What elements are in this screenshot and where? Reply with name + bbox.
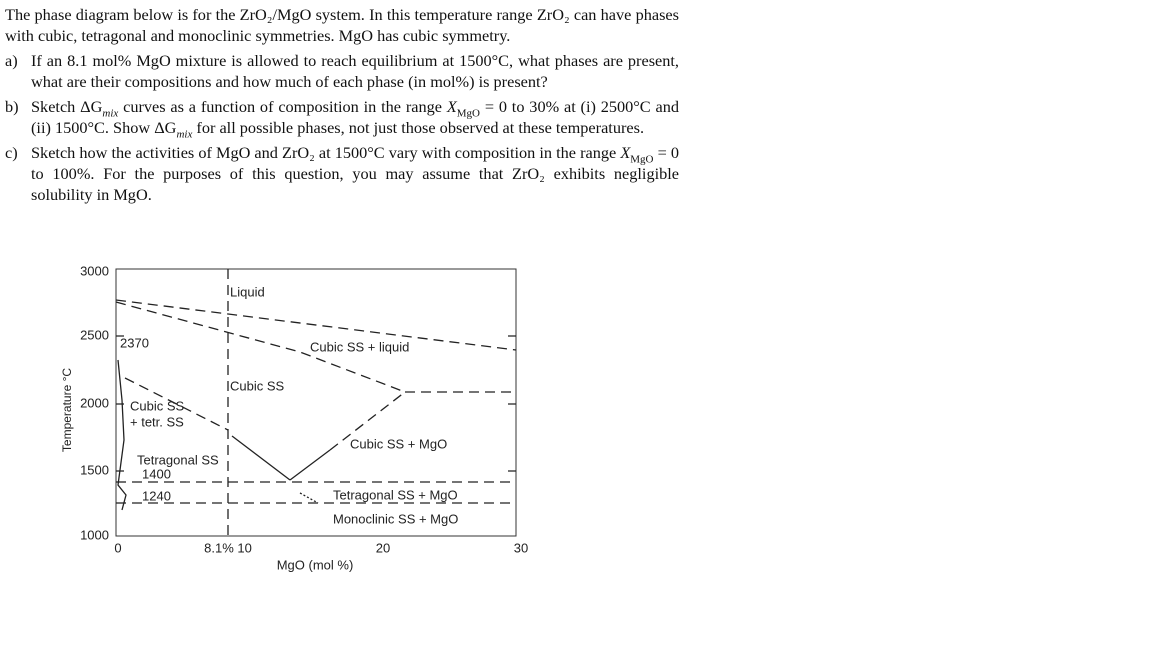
region-label: Monoclinic SS + MgO [333,511,458,526]
subscript: mix [102,107,119,120]
region-label: Cubic SS + MgO [350,436,447,451]
x-tick-label: 8.1% 10 [204,540,252,555]
part-text: Sketch ΔG [31,97,103,116]
region-label: Cubic SS + liquid [310,339,409,354]
region-label: Tetragonal SS + MgO [333,487,458,502]
part-text: Sketch how the activities of MgO and ZrO… [31,143,621,162]
part-text: = 0 to 30% at (i) 2500°C and (ii) 1500°C… [31,97,679,137]
boundary [289,449,331,481]
boundary [124,377,229,431]
boundary [117,359,127,511]
y-tick-label: 2000 [80,395,109,410]
y-tick-label: 1500 [80,462,109,477]
part-label: a) [5,51,18,70]
subscript: MgO [630,153,654,166]
tick-marks [116,335,516,472]
region-label: Liquid [230,284,265,299]
y-tick-label: 1000 [80,527,109,542]
part-text: If an 8.1 mol% MgO mixture is allowed to… [31,51,679,91]
region-label: + tetr. SS [130,414,184,429]
symbol: X [446,97,457,116]
y-tick-label: 2500 [80,327,109,342]
part-text: = 0 to 100%. For the purposes of this qu… [31,143,679,204]
part-text: curves as a function of composition in t… [118,97,447,116]
boundary [299,492,319,504]
x-tick-label: 20 [376,540,390,555]
y-axis-label: Temperature °C [60,368,74,452]
intro: The phase diagram below is for the ZrO₂/… [5,5,679,45]
part-a: a) If an 8.1 mol% MgO mixture is allowed … [5,50,679,92]
symbol: X [620,143,631,162]
temperature-label: 1240 [142,488,171,503]
part-label: c) [5,143,18,162]
x-tick-label: 0 [114,540,121,555]
temperature-label: 2370 [120,335,149,350]
part-b: b) Sketch ΔGmix curves as a function of c… [5,96,679,141]
subscript: MgO [456,107,481,120]
boundary [231,435,291,481]
boundary [115,299,517,351]
part-c: c) Sketch how the activities of MgO and Z… [5,142,679,205]
subscript: mix [176,128,193,141]
question-text: The phase diagram below is for the ZrO₂/… [5,4,679,209]
x-axis-label: MgO (mol %) [277,557,354,572]
boundary [115,301,406,393]
y-tick-label: 3000 [80,263,109,278]
part-label: b) [5,97,19,116]
part-text: for all possible phases, not just those … [192,118,645,137]
x-tick-label: 30 [514,540,528,555]
region-label: Cubic SS [230,378,285,393]
region-label: Cubic SS [130,398,185,413]
region-label: Tetragonal SS [137,452,219,467]
plot-frame [115,268,517,537]
temperature-label: 1400 [142,466,171,481]
